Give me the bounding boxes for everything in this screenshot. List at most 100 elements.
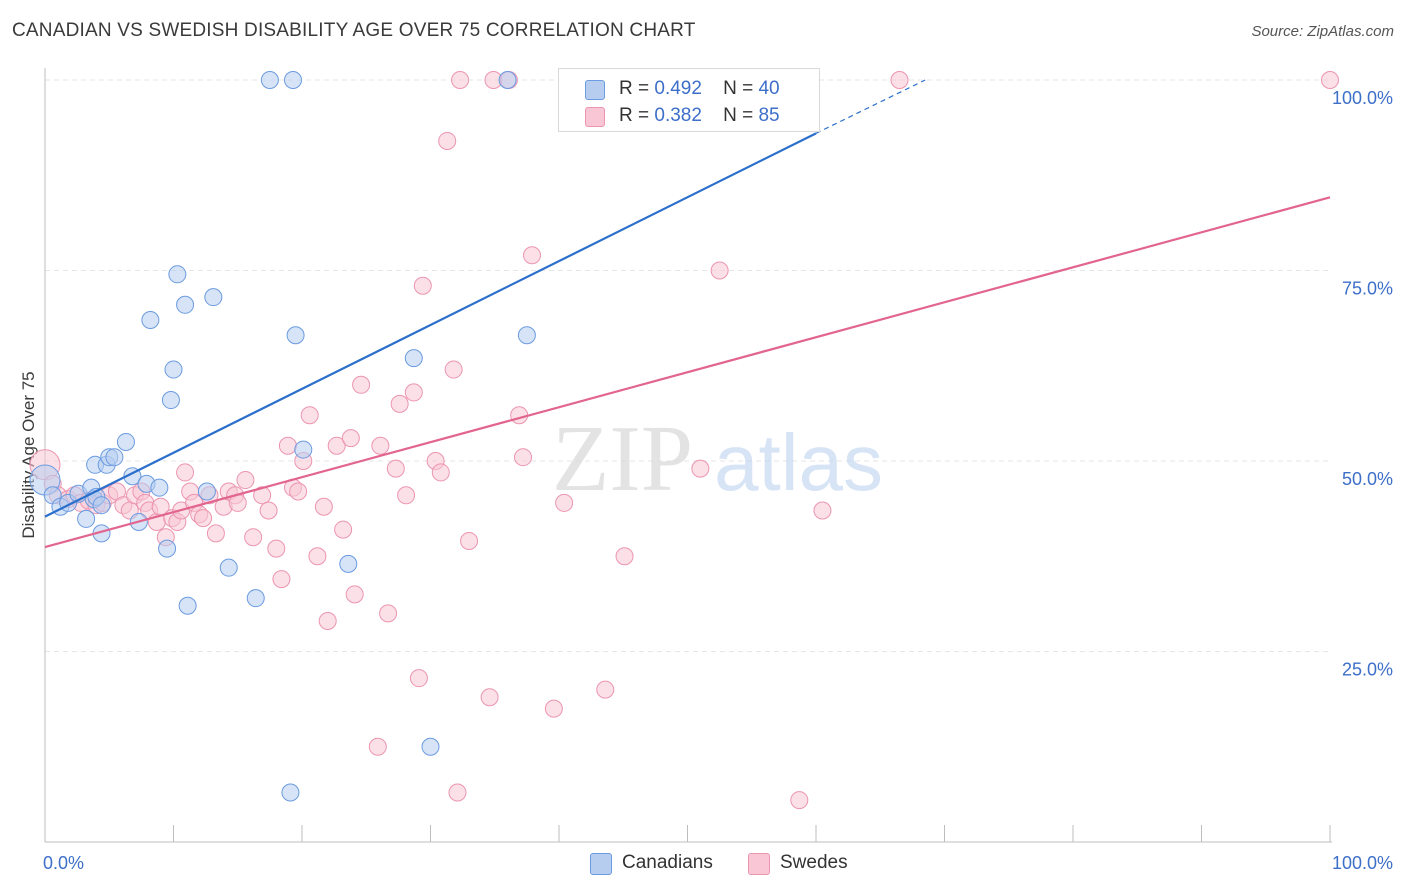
source-credit: Source: ZipAtlas.com (1251, 23, 1394, 40)
y-tick-label: 75.0% (1342, 279, 1393, 299)
canadians-point (197, 482, 216, 501)
tick-label-layer: 25.0% 50.0% 75.0% 100.0% 0.0% 100.0% (43, 88, 1393, 873)
swedes-point (409, 669, 428, 688)
canadians-point (498, 71, 517, 89)
swedes-point (259, 501, 278, 520)
canadians-point (421, 737, 440, 756)
swedes-point (397, 486, 416, 505)
canadians-n-value: 40 (758, 78, 780, 99)
swedes-point (510, 406, 529, 425)
x-tick-label-min: 0.0% (43, 853, 84, 873)
canadians-r-value: 0.492 (654, 78, 702, 99)
canadians-point (77, 509, 96, 528)
swedes-point (390, 394, 409, 413)
swedes-r-value: 0.382 (654, 105, 702, 126)
x-tick-label-max: 100.0% (1332, 853, 1393, 873)
canadians-point (158, 539, 177, 558)
canadians-trend-extension (815, 79, 926, 134)
canadians-swatch (585, 80, 605, 100)
swedes-point (272, 570, 291, 589)
swedes-point (176, 463, 195, 482)
swedes-point (194, 509, 213, 528)
canadians-point (161, 391, 180, 410)
swedes-point (514, 448, 533, 467)
y-tick-label: 50.0% (1342, 469, 1393, 489)
swedes-point (596, 680, 615, 699)
swedes-point (300, 406, 319, 425)
swedes-swatch (585, 107, 605, 127)
swedes-point (267, 539, 286, 558)
swedes-point (314, 497, 333, 516)
swedes-point (253, 486, 272, 505)
canadians-point (141, 311, 160, 330)
swedes-legend-label: Swedes (780, 852, 848, 873)
swedes-point (1321, 71, 1339, 89)
r-label: R = (619, 78, 650, 99)
swedes-point (386, 459, 405, 478)
canadians-point (284, 71, 303, 89)
swedes-point (544, 699, 563, 718)
swedes-point (480, 688, 499, 707)
n-label: N = (723, 105, 754, 126)
canadians-point (260, 71, 279, 89)
swedes-point (308, 547, 327, 566)
swedes-point (404, 383, 423, 402)
canadians-point (404, 349, 423, 368)
swedes-point (444, 360, 463, 379)
swedes-point (615, 547, 634, 566)
swedes-point (451, 71, 470, 89)
watermark: ZIP atlas (552, 407, 883, 511)
canadians-point (105, 448, 124, 467)
r-label: R = (619, 105, 650, 126)
swedes-point (413, 276, 432, 295)
canadians-point (286, 326, 305, 345)
canadians-point (204, 288, 223, 307)
swedes-point (341, 429, 360, 448)
swedes-point (278, 436, 297, 455)
swedes-trend-line (44, 196, 1331, 549)
swedes-n-value: 85 (758, 105, 780, 126)
swedes-point (327, 436, 346, 455)
canadians-legend-swatch (590, 853, 612, 875)
canadians-point (168, 265, 187, 284)
swedes-point (334, 520, 353, 539)
y-tick-label: 100.0% (1332, 88, 1393, 108)
n-label: N = (723, 78, 754, 99)
watermark-atlas: atlas (714, 418, 883, 507)
canadians-point (339, 554, 358, 573)
swedes-point (431, 463, 450, 482)
swedes-point (691, 459, 710, 478)
swedes-point (379, 604, 398, 623)
chart-title: CANADIAN VS SWEDISH DISABILITY AGE OVER … (12, 20, 696, 41)
grid-layer (45, 79, 1330, 652)
watermark-zip: ZIP (552, 407, 693, 511)
swedes-point (710, 261, 729, 280)
canadians-point (294, 440, 313, 459)
swedes-point (371, 436, 390, 455)
stats-legend: R = 0.492 N = 40 R = 0.382 N = 85 (558, 68, 820, 132)
swedes-point (448, 783, 467, 802)
canadians-point (116, 432, 135, 451)
swedes-point (352, 375, 371, 394)
swedes-point (368, 737, 387, 756)
swedes-point (813, 501, 832, 520)
swedes-legend-swatch (748, 853, 770, 875)
swedes-point (555, 493, 574, 512)
canadians-point (176, 295, 195, 314)
swedes-point (438, 131, 457, 150)
swedes-point (523, 246, 542, 265)
canadians-point (178, 596, 197, 615)
canadians-legend-label: Canadians (622, 852, 713, 873)
trend-layer (44, 79, 1331, 549)
swedes-point (289, 482, 308, 501)
swedes-point (236, 471, 255, 490)
canadians-point (281, 783, 300, 802)
swedes-point (345, 585, 364, 604)
swedes-point (318, 612, 337, 631)
canadians-trend-line (44, 132, 817, 518)
canadians-point (517, 326, 536, 345)
swedes-point (244, 528, 263, 547)
swedes-point (890, 71, 909, 89)
canadians-point (164, 360, 183, 379)
